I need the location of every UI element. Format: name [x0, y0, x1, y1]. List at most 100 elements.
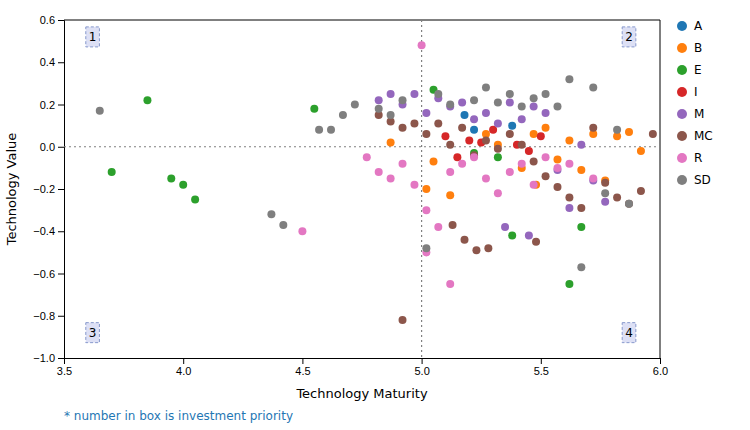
point: [422, 206, 430, 214]
point: [565, 193, 573, 201]
tick-label: −0.8: [33, 310, 55, 322]
point: [470, 126, 478, 134]
point: [518, 160, 526, 168]
legend-item: E: [677, 63, 702, 77]
point: [430, 158, 438, 166]
tick-mark: [58, 62, 64, 63]
point: [434, 90, 442, 98]
point: [363, 153, 371, 161]
data-layer: [64, 20, 660, 358]
point: [446, 168, 454, 176]
point: [508, 122, 516, 130]
point: [589, 174, 597, 182]
legend-label: M: [694, 107, 704, 121]
tick-mark: [58, 20, 64, 21]
point: [542, 124, 550, 132]
point: [506, 130, 514, 138]
tick: 0.0: [40, 141, 64, 153]
tick-mark: [58, 189, 64, 190]
point: [470, 96, 478, 104]
point: [410, 120, 418, 128]
tick: 0.6: [40, 14, 64, 26]
legend-item: I: [677, 85, 698, 99]
legend-swatch: [677, 131, 687, 141]
point: [143, 96, 151, 104]
point: [410, 90, 418, 98]
point: [453, 153, 461, 161]
legend: ABEIMMCRSD: [677, 19, 713, 187]
point: [351, 101, 359, 109]
point: [461, 236, 469, 244]
divider-line: [64, 146, 660, 147]
point: [484, 244, 492, 252]
point: [553, 183, 561, 191]
y-axis: −1.0−0.8−0.6−0.4−0.20.00.20.40.6: [33, 14, 64, 364]
point: [96, 107, 104, 115]
tick-label: −1.0: [33, 352, 55, 364]
legend-item: MC: [677, 129, 713, 143]
point: [458, 98, 466, 106]
point: [542, 90, 550, 98]
point: [625, 200, 633, 208]
point: [542, 172, 550, 180]
series: [108, 86, 586, 288]
tick-mark: [422, 358, 423, 364]
tick: 4.5: [295, 358, 310, 377]
point: [577, 141, 585, 149]
legend-swatch: [677, 65, 687, 75]
point: [449, 221, 457, 229]
point: [422, 109, 430, 117]
point: [327, 126, 335, 134]
tick-label: 0.0: [40, 141, 55, 153]
legend-item: R: [677, 151, 702, 165]
point: [434, 120, 442, 128]
point: [494, 98, 502, 106]
series: [298, 41, 597, 288]
footnote: * number in box is investment priority: [64, 409, 293, 423]
point: [494, 120, 502, 128]
point: [577, 223, 585, 231]
annotation-box: [622, 323, 636, 343]
tick: −0.4: [33, 225, 64, 237]
point: [465, 136, 473, 144]
tick: 6.0: [653, 358, 668, 377]
axis-line: [65, 359, 661, 365]
tick: 0.4: [40, 56, 64, 68]
point: [542, 109, 550, 117]
axis-line: [58, 21, 65, 359]
plot-area: 3.54.04.55.05.56.0−1.0−0.8−0.6−0.4−0.20.…: [33, 14, 668, 377]
tick-label: −0.4: [33, 225, 55, 237]
frame: [64, 20, 660, 21]
point: [310, 105, 318, 113]
point: [167, 174, 175, 182]
point: [387, 111, 395, 119]
point: [518, 141, 526, 149]
point: [446, 101, 454, 109]
point: [537, 132, 545, 140]
tick-mark: [58, 231, 64, 232]
tick-label: 6.0: [653, 365, 668, 377]
point: [482, 109, 490, 117]
point: [530, 130, 538, 138]
point: [399, 160, 407, 168]
point: [565, 204, 573, 212]
tick: 3.5: [57, 358, 72, 377]
point: [532, 238, 540, 246]
point: [418, 41, 426, 49]
legend-label: A: [694, 19, 703, 33]
point: [410, 181, 418, 189]
point: [399, 96, 407, 104]
point: [518, 103, 526, 111]
tick: 5.0: [414, 358, 429, 377]
point: [399, 124, 407, 132]
tick: 5.5: [534, 358, 549, 377]
legend-label: I: [694, 85, 698, 99]
chart: 3.54.04.55.05.56.0−1.0−0.8−0.6−0.4−0.20.…: [0, 0, 750, 430]
point: [518, 115, 526, 123]
legend-label: SD: [694, 173, 711, 187]
point: [501, 223, 509, 231]
series: [96, 75, 633, 271]
annotation-box: [86, 323, 100, 343]
point: [179, 181, 187, 189]
point: [565, 75, 573, 83]
